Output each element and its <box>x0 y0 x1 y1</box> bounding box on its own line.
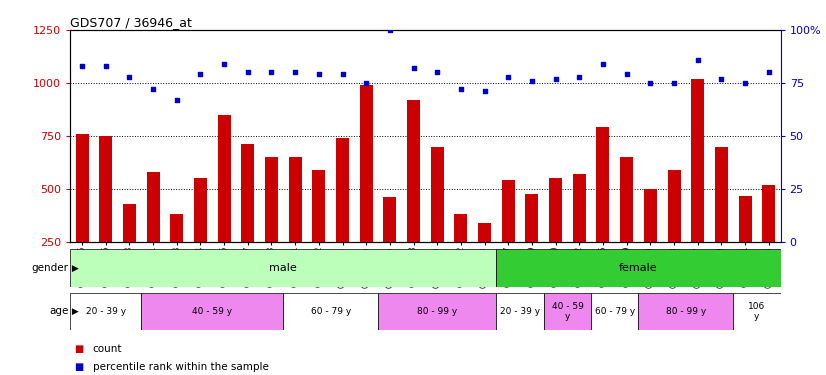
Text: female: female <box>620 263 657 273</box>
Bar <box>430 147 444 242</box>
Bar <box>544 292 591 330</box>
Point <box>123 74 136 80</box>
Text: 80 - 99 y: 80 - 99 y <box>417 307 458 316</box>
Bar <box>496 292 544 330</box>
Bar <box>265 157 278 242</box>
Text: 60 - 79 y: 60 - 79 y <box>595 307 635 316</box>
Text: 106
y: 106 y <box>748 302 766 321</box>
Bar <box>75 134 88 242</box>
Bar <box>383 197 396 242</box>
Bar <box>70 249 496 287</box>
Point <box>336 72 349 78</box>
Bar <box>336 138 349 242</box>
Point <box>643 80 657 86</box>
Bar <box>549 178 563 242</box>
Text: ▶: ▶ <box>69 264 78 273</box>
Text: 20 - 39 y: 20 - 39 y <box>86 307 126 316</box>
Bar <box>407 100 420 242</box>
Bar <box>288 157 301 242</box>
Bar <box>141 292 283 330</box>
Bar <box>283 292 378 330</box>
Point <box>478 88 491 94</box>
Text: 40 - 59 y: 40 - 59 y <box>192 307 232 316</box>
Bar <box>714 147 728 242</box>
Point <box>407 65 420 71</box>
Bar <box>478 223 491 242</box>
Point <box>691 57 705 63</box>
Text: ■: ■ <box>74 344 83 354</box>
Text: ▶: ▶ <box>69 307 78 316</box>
Bar <box>691 79 705 242</box>
Bar <box>733 292 781 330</box>
Bar <box>591 292 638 330</box>
Text: 40 - 59
y: 40 - 59 y <box>552 302 583 321</box>
Text: 60 - 79 y: 60 - 79 y <box>311 307 351 316</box>
Text: count: count <box>93 344 122 354</box>
Point <box>549 76 563 82</box>
Bar <box>146 172 159 242</box>
Point <box>146 86 159 92</box>
Point <box>194 72 207 78</box>
Bar <box>762 184 776 242</box>
Bar <box>99 136 112 242</box>
Bar <box>170 214 183 242</box>
Bar <box>312 170 325 242</box>
Text: 20 - 39 y: 20 - 39 y <box>500 307 540 316</box>
Text: ■: ■ <box>74 362 83 372</box>
Bar <box>496 249 781 287</box>
Bar <box>217 115 230 242</box>
Point <box>501 74 515 80</box>
Text: gender: gender <box>31 263 69 273</box>
Bar <box>501 180 515 242</box>
Point <box>383 27 396 33</box>
Bar <box>454 214 468 242</box>
Bar <box>194 178 207 242</box>
Bar <box>241 144 254 242</box>
Point <box>454 86 468 92</box>
Point <box>99 63 112 69</box>
Point <box>596 61 610 67</box>
Text: percentile rank within the sample: percentile rank within the sample <box>93 362 268 372</box>
Bar <box>620 157 634 242</box>
Bar <box>667 170 681 242</box>
Point <box>714 76 728 82</box>
Point <box>288 69 301 75</box>
Bar <box>572 174 586 242</box>
Point <box>620 72 634 78</box>
Bar <box>70 292 141 330</box>
Point <box>525 78 539 84</box>
Text: GDS707 / 36946_at: GDS707 / 36946_at <box>70 16 192 29</box>
Point <box>241 69 254 75</box>
Point <box>762 69 776 75</box>
Bar <box>643 189 657 242</box>
Text: 80 - 99 y: 80 - 99 y <box>666 307 706 316</box>
Bar <box>378 292 496 330</box>
Point <box>265 69 278 75</box>
Bar <box>596 128 610 242</box>
Point <box>572 74 586 80</box>
Text: male: male <box>269 263 297 273</box>
Bar <box>359 85 373 242</box>
Point <box>359 80 373 86</box>
Point <box>738 80 752 86</box>
Point <box>667 80 681 86</box>
Bar <box>123 204 136 242</box>
Bar <box>738 196 752 242</box>
Point <box>217 61 230 67</box>
Point <box>75 63 88 69</box>
Point <box>312 72 325 78</box>
Bar <box>525 194 539 242</box>
Point <box>170 97 183 103</box>
Text: age: age <box>50 306 69 316</box>
Bar <box>638 292 733 330</box>
Point <box>430 69 444 75</box>
